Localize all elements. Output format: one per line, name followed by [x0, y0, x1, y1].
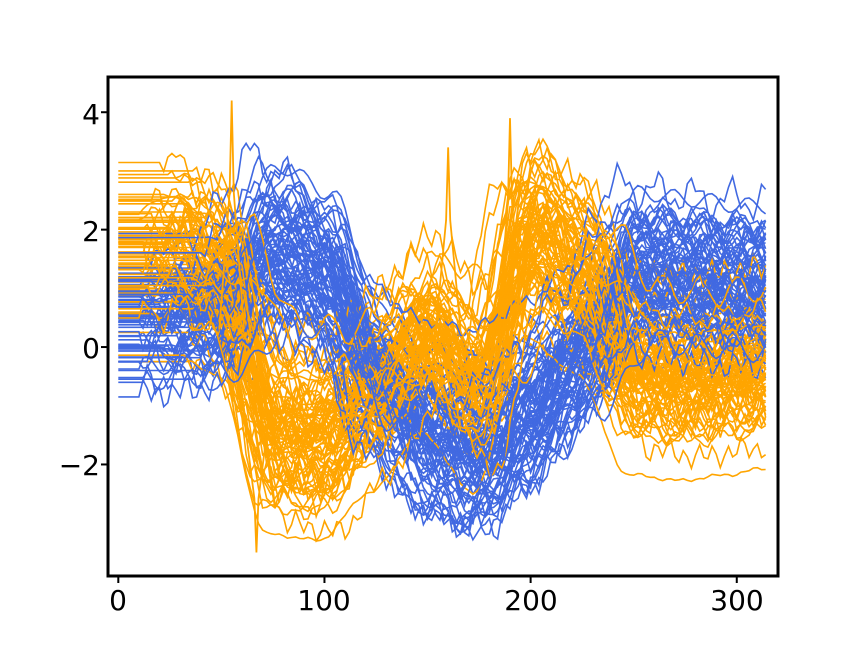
series-line-orange — [118, 265, 767, 543]
series-line-blue — [118, 231, 767, 420]
y-tick-label: −2 — [59, 449, 100, 482]
x-tick-label: 300 — [710, 584, 763, 617]
series-line-orange — [118, 261, 766, 494]
series-line-orange — [118, 290, 767, 446]
x-tick-label: 0 — [109, 584, 127, 617]
spike-line — [434, 147, 462, 330]
y-tick-label: 4 — [82, 98, 100, 131]
series-line-blue — [118, 315, 767, 538]
series-line-orange — [118, 256, 767, 420]
spike-line — [218, 100, 245, 330]
plot-frame — [106, 75, 780, 578]
series-line-orange — [118, 188, 767, 346]
series-line-blue — [118, 296, 767, 475]
x-tick-label: 200 — [504, 584, 557, 617]
spike-line — [496, 118, 524, 330]
series-line-blue — [118, 177, 767, 478]
series-lines — [118, 100, 767, 553]
series-line-blue — [118, 295, 767, 477]
axis-ticks — [101, 111, 738, 583]
y-tick-label: 2 — [82, 215, 100, 248]
series-line-blue — [118, 199, 767, 512]
series-line-blue — [118, 235, 766, 487]
series-line-blue — [118, 308, 767, 505]
x-tick-label: 100 — [297, 584, 350, 617]
spike-line — [243, 417, 270, 553]
y-tick-label: 0 — [82, 332, 100, 365]
series-line-orange — [118, 283, 766, 481]
